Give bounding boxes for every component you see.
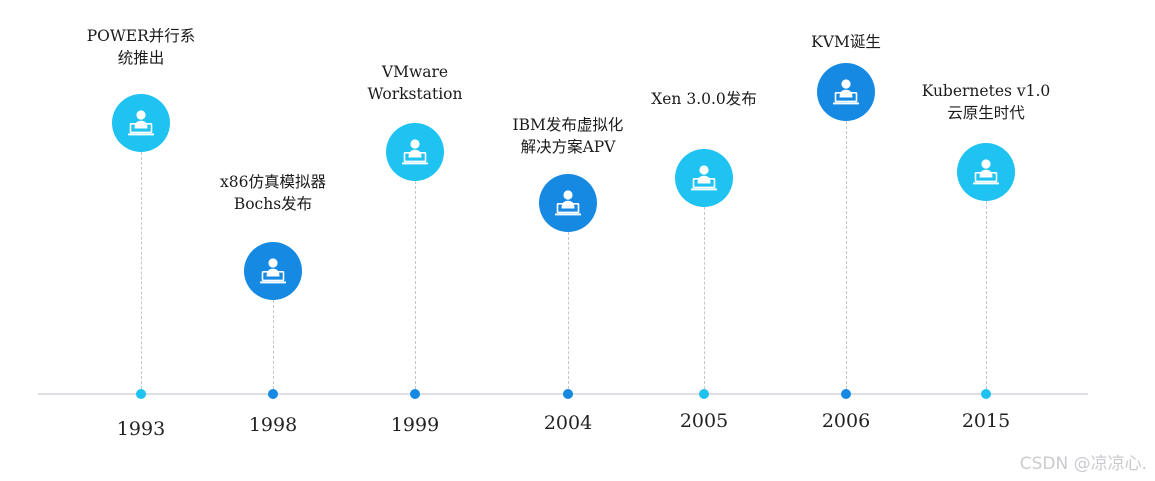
event-label-line: KVM诞生 — [811, 33, 881, 51]
axis-dot — [410, 389, 420, 399]
event-label-line: POWER并行系 — [86, 27, 196, 45]
event-label-line: 云原生时代 — [947, 104, 1025, 122]
event-label-line: Kubernetes v1.0 — [921, 82, 1051, 100]
event-icon-circle — [539, 174, 597, 232]
person-at-computer-icon — [402, 139, 428, 165]
event-stem — [846, 121, 847, 389]
event-label-line: 解决方案APV — [520, 138, 616, 156]
event-label-line: Bochs发布 — [233, 195, 313, 213]
event-label: POWER并行系 统推出 — [31, 25, 251, 69]
axis-dot — [563, 389, 573, 399]
year-label: 1998 — [248, 414, 298, 436]
event-stem — [141, 152, 142, 389]
year-label: 2004 — [543, 412, 593, 434]
event-stem — [704, 207, 705, 389]
year-label: 1999 — [390, 414, 440, 436]
event-label-line: Workstation — [367, 85, 463, 103]
event-icon-circle — [112, 94, 170, 152]
axis-dot — [841, 389, 851, 399]
year-label: 1993 — [116, 418, 166, 440]
axis-dot — [136, 389, 146, 399]
person-at-computer-icon — [128, 110, 154, 136]
axis-dot — [699, 389, 709, 399]
event-icon-circle — [957, 143, 1015, 201]
event-label-line: 统推出 — [117, 49, 165, 67]
person-at-computer-icon — [260, 258, 286, 284]
event-label-line: IBM发布虚拟化 — [512, 116, 624, 134]
event-label: VMware Workstation — [305, 61, 525, 105]
event-icon-circle — [817, 63, 875, 121]
event-label-line: Xen 3.0.0发布 — [651, 90, 757, 108]
person-at-computer-icon — [555, 190, 581, 216]
event-label: Xen 3.0.0发布 — [594, 88, 814, 110]
event-label: Kubernetes v1.0 云原生时代 — [876, 80, 1096, 124]
event-label: x86仿真模拟器 Bochs发布 — [163, 171, 383, 215]
watermark: CSDN @凉凉心. — [1019, 454, 1147, 474]
event-stem — [568, 232, 569, 389]
year-label: 2005 — [679, 410, 729, 432]
axis-dot — [268, 389, 278, 399]
event-icon-circle — [386, 123, 444, 181]
event-icon-circle — [244, 242, 302, 300]
event-stem — [986, 201, 987, 389]
event-icon-circle — [675, 149, 733, 207]
event-label-line: VMware — [381, 63, 449, 81]
year-label: 2006 — [821, 410, 871, 432]
person-at-computer-icon — [833, 79, 859, 105]
event-label-line: x86仿真模拟器 — [220, 173, 326, 191]
year-label: 2015 — [961, 410, 1011, 432]
person-at-computer-icon — [691, 165, 717, 191]
event-stem — [415, 181, 416, 389]
event-label: KVM诞生 — [736, 31, 956, 53]
person-at-computer-icon — [973, 159, 999, 185]
event-label: IBM发布虚拟化 解决方案APV — [458, 114, 678, 158]
event-stem — [273, 300, 274, 389]
axis-dot — [981, 389, 991, 399]
